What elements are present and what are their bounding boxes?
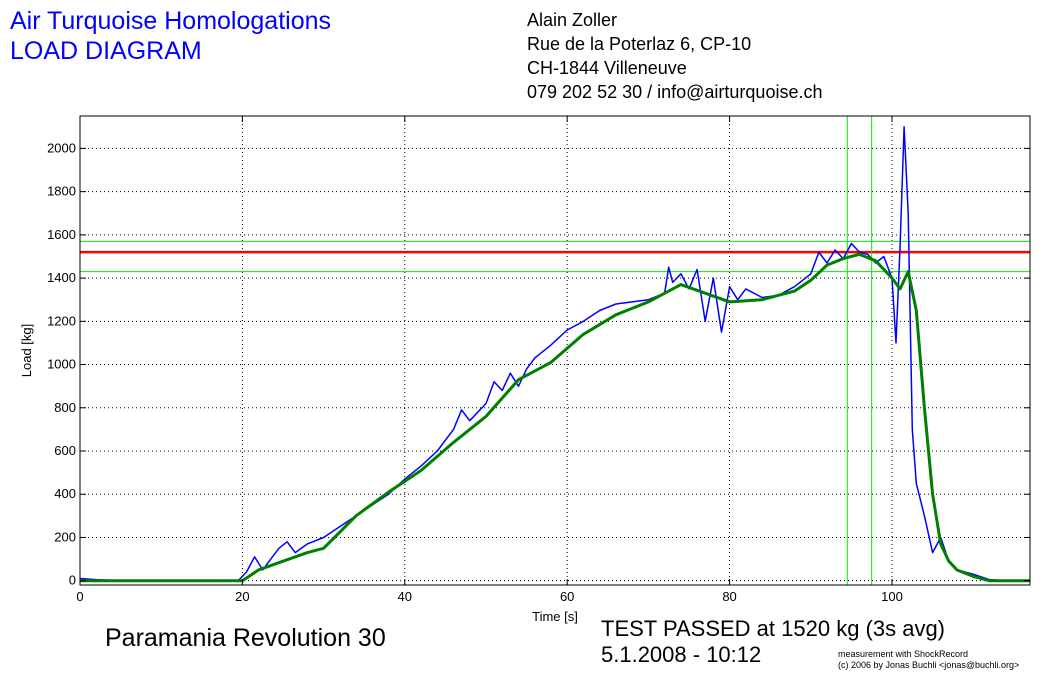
y-tick-label: 400 [54, 486, 76, 501]
x-tick-label: 80 [722, 589, 736, 604]
axes: 0 20 40 60 80 1000200400600800100012001400160… [19, 115, 1031, 624]
glider-model: Paramania Revolution 30 [105, 624, 386, 652]
x-axis-label: Time [s] [532, 609, 578, 624]
contact-name: Alain Zoller [527, 10, 618, 30]
x-tick-label: 40 [398, 589, 412, 604]
report-title-line1: Air Turquoise Homologations [10, 7, 331, 35]
test-result-text: TEST PASSED at 1520 kg (3s avg) [601, 616, 946, 641]
y-tick-label: 0 [69, 573, 76, 588]
report-title-line2: LOAD DIAGRAM [10, 37, 202, 65]
x-tick-label: 60 [560, 589, 574, 604]
x-tick-label: 0 [76, 589, 83, 604]
series [79, 126, 1030, 583]
y-tick-label: 2000 [47, 140, 76, 155]
y-tick-label: 800 [54, 400, 76, 415]
credits: measurement with ShockRecord (c) 2006 by… [838, 649, 1019, 671]
reference-lines [80, 116, 1030, 585]
x-tick-label: 100 [881, 589, 903, 604]
grid [79, 116, 1030, 585]
test-result: TEST PASSED at 1520 kg (3s avg) 5.1.2008… [601, 616, 945, 668]
x-tick-label: 20 [235, 589, 249, 604]
contact-city: CH-1844 Villeneuve [527, 58, 687, 78]
test-datetime: 5.1.2008 - 10:12 [601, 642, 762, 667]
y-tick-label: 1400 [47, 270, 76, 285]
y-tick-label: 1000 [47, 357, 76, 372]
credit-line1: measurement with ShockRecord [838, 649, 969, 659]
contact-phone-email: 079 202 52 30 / info@airturquoise.ch [527, 82, 823, 102]
raw-load-line [79, 126, 1030, 582]
y-axis-label: Load [kg] [19, 324, 34, 378]
y-tick-label: 1800 [47, 184, 76, 199]
average-load-line [80, 252, 1030, 583]
credit-line2: (c) 2006 by Jonas Buchli <jonas@buchli.o… [838, 660, 1020, 670]
y-tick-label: 600 [54, 443, 76, 458]
y-tick-label: 1200 [47, 313, 76, 328]
report-title: Air Turquoise Homologations LOAD DIAGRAM [10, 6, 331, 66]
contact-block: Alain Zoller Rue de la Poterlaz 6, CP-10… [527, 8, 822, 104]
plot-frame [79, 115, 1031, 586]
contact-street: Rue de la Poterlaz 6, CP-10 [527, 34, 752, 54]
y-tick-label: 200 [54, 529, 76, 544]
y-tick-label: 1600 [47, 227, 76, 242]
